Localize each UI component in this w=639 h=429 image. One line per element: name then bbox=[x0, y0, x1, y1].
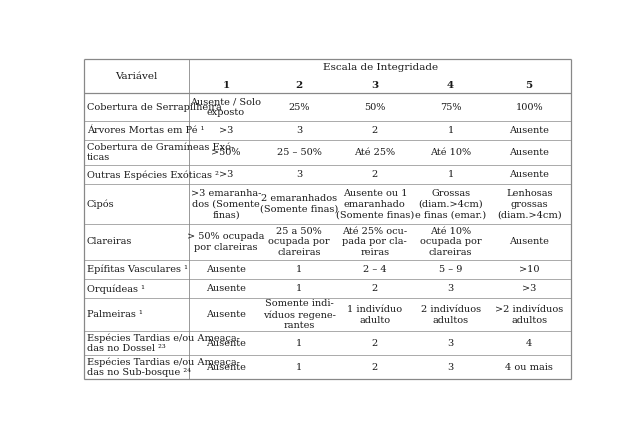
Text: Ausente: Ausente bbox=[206, 265, 246, 274]
Text: >3: >3 bbox=[522, 284, 536, 293]
Text: 3: 3 bbox=[296, 170, 302, 179]
Text: Espécies Tardias e/ou Ameaça-
das no Dossel ²³: Espécies Tardias e/ou Ameaça- das no Dos… bbox=[87, 333, 240, 353]
Text: 1 indivíduo
adulto: 1 indivíduo adulto bbox=[348, 305, 403, 325]
Text: Até 10%
ocupada por
clareiras: Até 10% ocupada por clareiras bbox=[420, 227, 481, 257]
Text: 100%: 100% bbox=[516, 103, 543, 112]
Text: 2: 2 bbox=[295, 81, 303, 90]
Text: 25 – 50%: 25 – 50% bbox=[277, 148, 321, 157]
Text: 5: 5 bbox=[526, 81, 533, 90]
Text: 25%: 25% bbox=[288, 103, 310, 112]
Text: 2 indivíduos
adultos: 2 indivíduos adultos bbox=[420, 305, 481, 325]
Text: 75%: 75% bbox=[440, 103, 461, 112]
Text: 2: 2 bbox=[372, 126, 378, 135]
Text: >50%: >50% bbox=[212, 148, 241, 157]
Text: 2: 2 bbox=[372, 363, 378, 372]
Text: 2 – 4: 2 – 4 bbox=[363, 265, 387, 274]
Text: Espécies Tardias e/ou Ameaça-
das no Sub-bosque ²⁴: Espécies Tardias e/ou Ameaça- das no Sub… bbox=[87, 357, 240, 377]
Text: Lenhosas
grossas
(diam.>4cm): Lenhosas grossas (diam.>4cm) bbox=[497, 189, 562, 219]
Text: 1: 1 bbox=[447, 170, 454, 179]
Text: 1: 1 bbox=[296, 338, 302, 347]
Text: Epífitas Vasculares ¹: Epífitas Vasculares ¹ bbox=[87, 265, 188, 274]
Text: 1: 1 bbox=[296, 284, 302, 293]
Text: 3: 3 bbox=[371, 81, 378, 90]
Text: 3: 3 bbox=[447, 338, 454, 347]
Text: 1: 1 bbox=[222, 81, 229, 90]
Text: > 50% ocupada
por clareiras: > 50% ocupada por clareiras bbox=[187, 232, 265, 252]
Text: Grossas
(diam.>4cm)
e finas (emar.): Grossas (diam.>4cm) e finas (emar.) bbox=[415, 189, 486, 219]
Text: Ausente: Ausente bbox=[509, 148, 549, 157]
Text: Ausente: Ausente bbox=[509, 170, 549, 179]
Text: Árvores Mortas em Pé ¹: Árvores Mortas em Pé ¹ bbox=[87, 126, 204, 135]
Text: Ausente: Ausente bbox=[509, 237, 549, 246]
Text: 2 emaranhados
(Somente finas): 2 emaranhados (Somente finas) bbox=[260, 194, 338, 214]
Text: Cobertura de Gramíneas Exó-
ticas: Cobertura de Gramíneas Exó- ticas bbox=[87, 143, 234, 163]
Text: Orquídeas ¹: Orquídeas ¹ bbox=[87, 284, 145, 293]
Text: 3: 3 bbox=[296, 126, 302, 135]
Text: Ausente: Ausente bbox=[206, 338, 246, 347]
Text: Somente indi-
víduos regene-
rantes: Somente indi- víduos regene- rantes bbox=[263, 299, 335, 330]
Text: Até 25% ocu-
pada por cla-
reiras: Até 25% ocu- pada por cla- reiras bbox=[343, 227, 408, 257]
Text: 25 a 50%
ocupada por
clareiras: 25 a 50% ocupada por clareiras bbox=[268, 227, 330, 257]
Text: >2 indivíduos
adultos: >2 indivíduos adultos bbox=[495, 305, 564, 325]
Text: Até 25%: Até 25% bbox=[354, 148, 396, 157]
Text: Ausente: Ausente bbox=[206, 284, 246, 293]
Text: 4 ou mais: 4 ou mais bbox=[505, 363, 553, 372]
Text: 3: 3 bbox=[447, 363, 454, 372]
Text: 5 – 9: 5 – 9 bbox=[439, 265, 463, 274]
Text: Variável: Variável bbox=[116, 72, 158, 81]
Text: >10: >10 bbox=[519, 265, 539, 274]
Text: Palmeiras ¹: Palmeiras ¹ bbox=[87, 310, 142, 319]
Text: Cipós: Cipós bbox=[87, 199, 114, 209]
Text: 1: 1 bbox=[296, 265, 302, 274]
Text: 2: 2 bbox=[372, 170, 378, 179]
Text: 1: 1 bbox=[447, 126, 454, 135]
Text: 4: 4 bbox=[447, 81, 454, 90]
Text: Escala de Integridade: Escala de Integridade bbox=[323, 63, 438, 72]
Text: Outras Espécies Exóticas ²: Outras Espécies Exóticas ² bbox=[87, 170, 219, 179]
Text: Ausente: Ausente bbox=[206, 363, 246, 372]
Text: >3: >3 bbox=[219, 126, 233, 135]
Text: >3 emaranha-
dos (Somente
finas): >3 emaranha- dos (Somente finas) bbox=[191, 189, 261, 219]
Text: 2: 2 bbox=[372, 284, 378, 293]
Text: Ausente / Solo
exposto: Ausente / Solo exposto bbox=[190, 97, 261, 117]
Text: Até 10%: Até 10% bbox=[430, 148, 471, 157]
Text: Ausente: Ausente bbox=[509, 126, 549, 135]
Text: 1: 1 bbox=[296, 363, 302, 372]
Text: Clareiras: Clareiras bbox=[87, 237, 132, 246]
Text: 2: 2 bbox=[372, 338, 378, 347]
Text: Ausente ou 1
emaranhado
(Somente finas): Ausente ou 1 emaranhado (Somente finas) bbox=[335, 189, 414, 219]
Text: >3: >3 bbox=[219, 170, 233, 179]
Text: 4: 4 bbox=[526, 338, 532, 347]
Text: Cobertura de Serrapilheira: Cobertura de Serrapilheira bbox=[87, 103, 222, 112]
Text: 50%: 50% bbox=[364, 103, 385, 112]
Text: 3: 3 bbox=[447, 284, 454, 293]
Text: Ausente: Ausente bbox=[206, 310, 246, 319]
